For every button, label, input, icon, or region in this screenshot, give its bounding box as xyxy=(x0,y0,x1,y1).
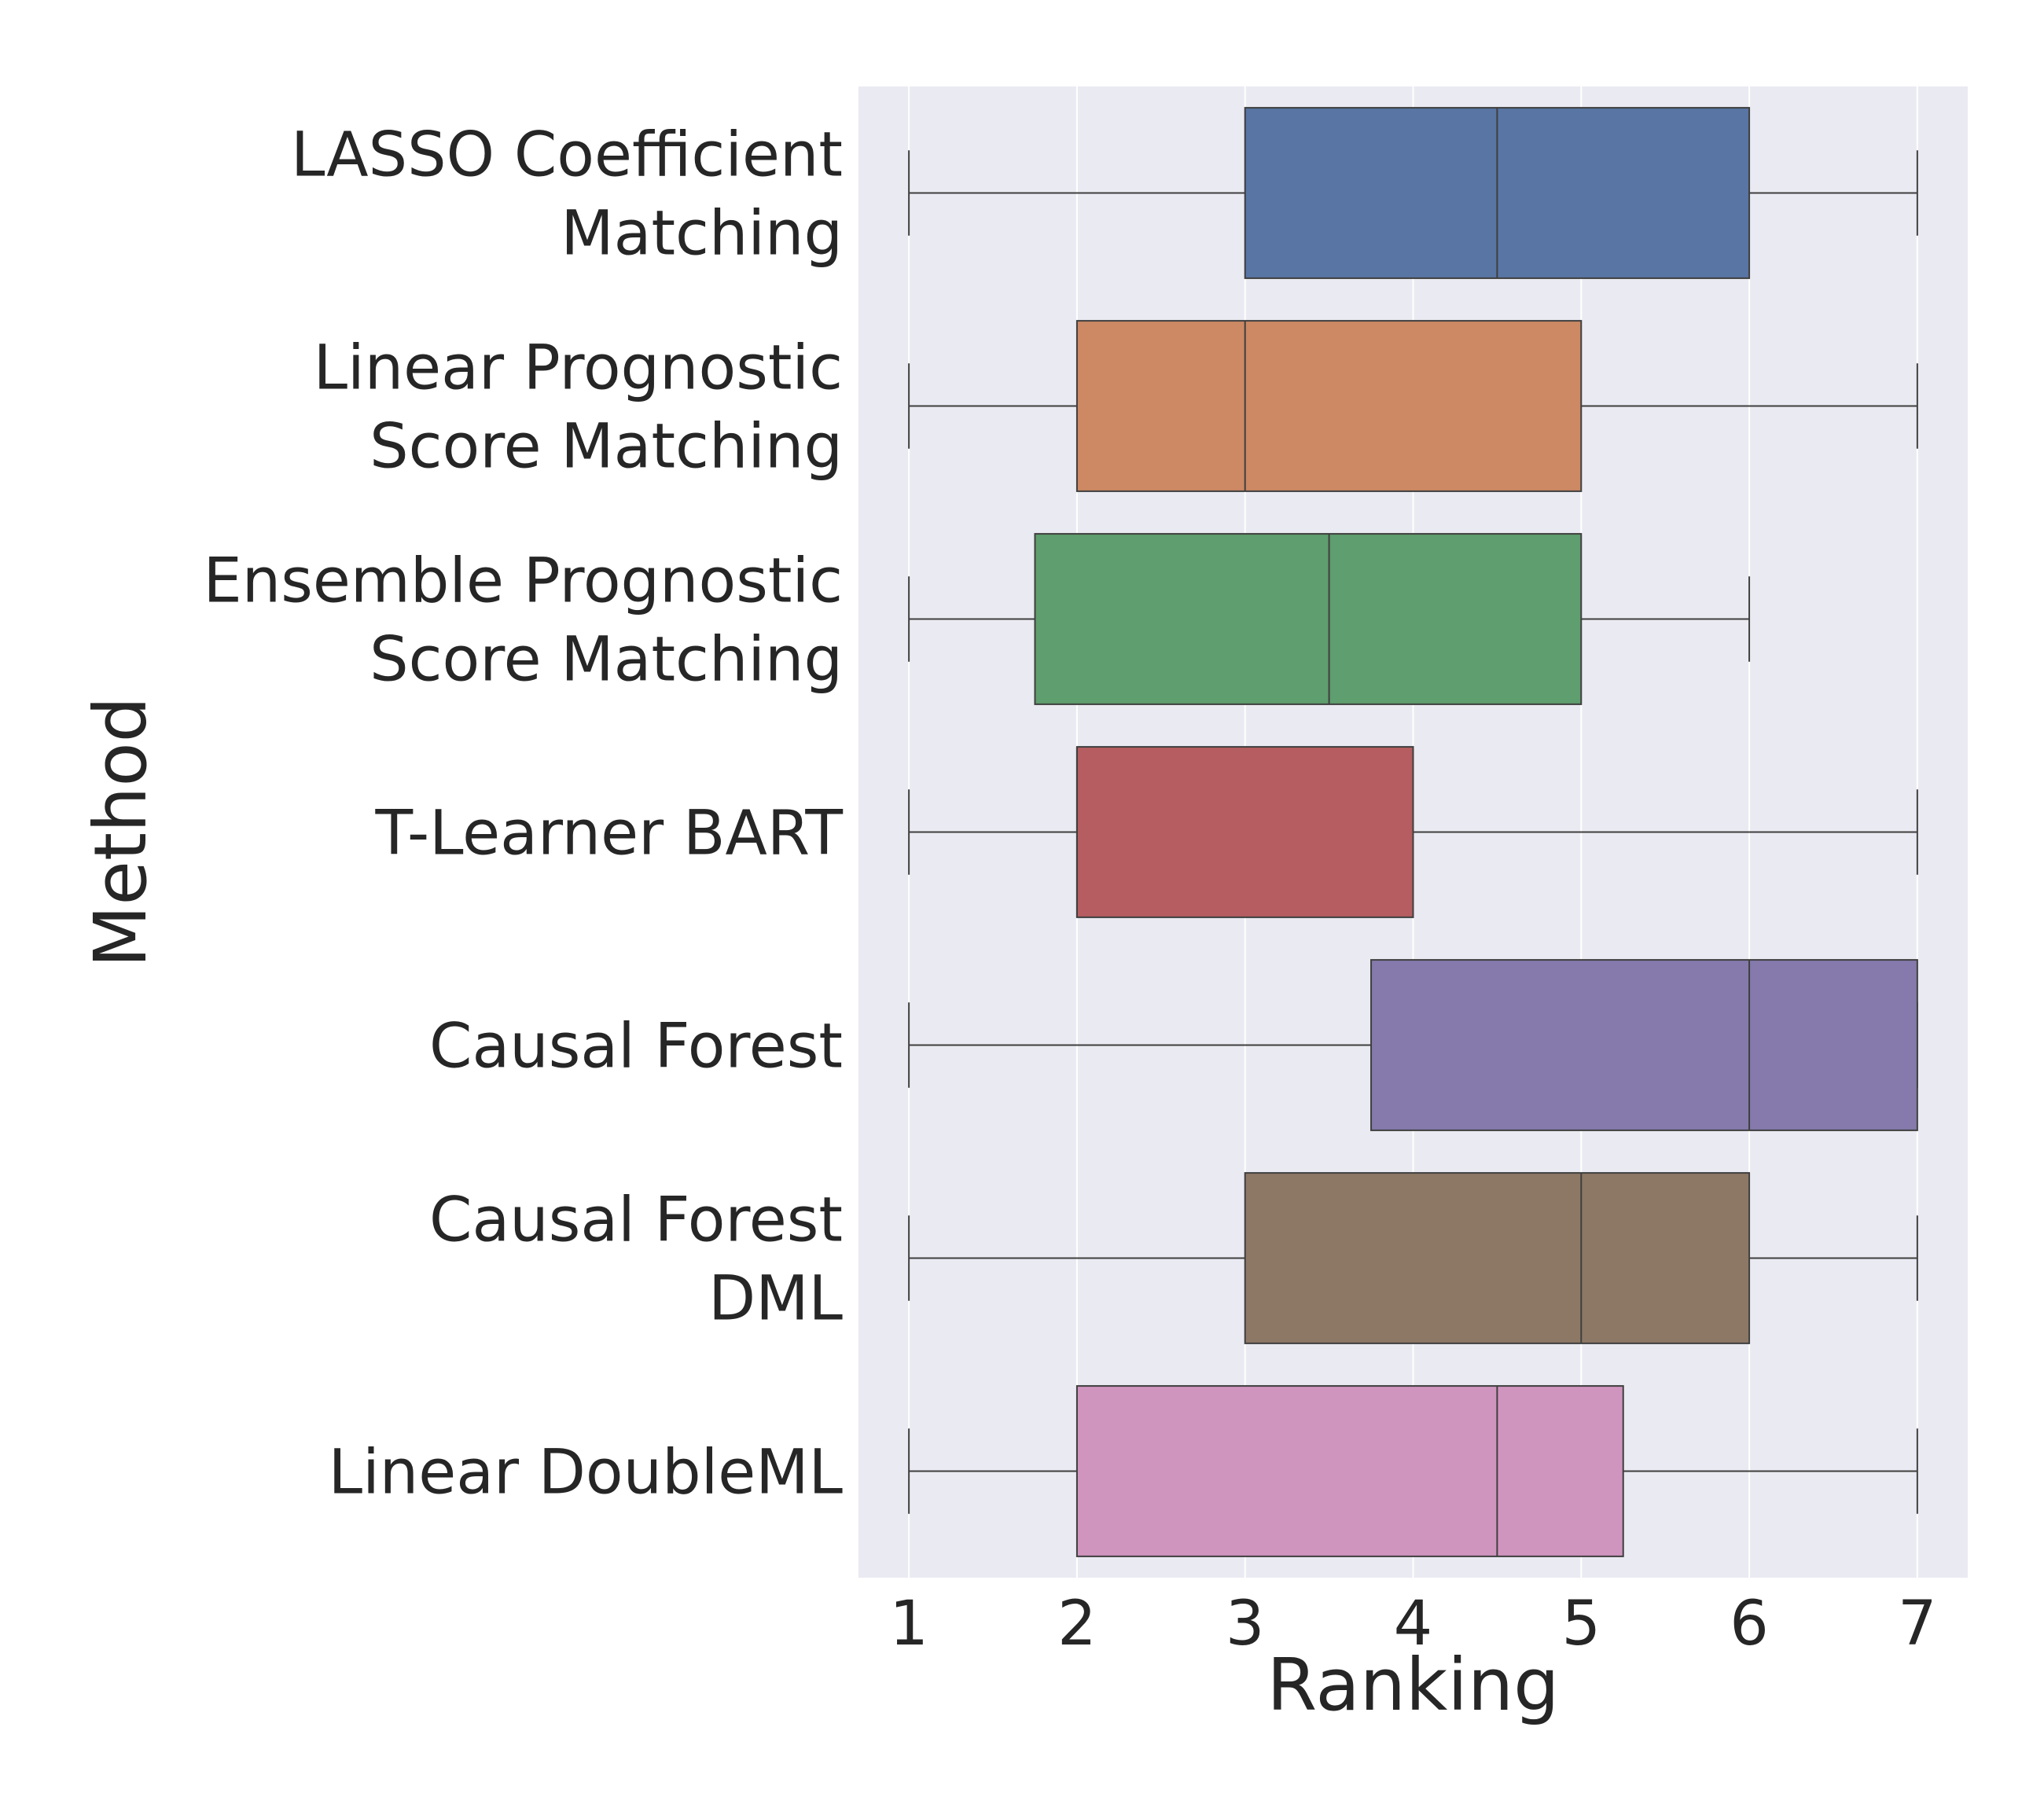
y-tick-label-line: Score Matching xyxy=(369,412,843,483)
y-tick-label-line: T-Learner BART xyxy=(374,799,843,869)
y-tick-label-line: LASSO Coefficient xyxy=(291,120,843,191)
x-tick-label: 1 xyxy=(889,1589,928,1659)
y-tick-label: Causal Forest DML xyxy=(429,1185,844,1335)
iqr-box xyxy=(1370,959,1918,1131)
y-tick-label-line: Score Matching xyxy=(369,625,843,696)
x-axis-label: Ranking xyxy=(1266,1643,1559,1727)
box-series xyxy=(908,107,1918,1557)
y-axis-label: Method xyxy=(79,696,163,968)
iqr-box xyxy=(1075,1385,1624,1557)
box-group xyxy=(908,1385,1918,1557)
box-group xyxy=(908,959,1918,1131)
iqr-box xyxy=(1075,746,1414,918)
y-tick-label-line: Causal Forest xyxy=(429,1185,843,1256)
box-group xyxy=(908,533,1751,705)
iqr-box xyxy=(1034,533,1583,705)
y-tick-labels: LASSO Coefficient Matching Linear Prognost… xyxy=(204,120,844,1509)
x-tick-label: 5 xyxy=(1561,1589,1601,1659)
y-tick-label-line: DML xyxy=(708,1264,843,1335)
box-group xyxy=(908,107,1918,279)
y-tick-label-line: Matching xyxy=(561,199,843,270)
y-tick-label: LASSO Coefficient Matching xyxy=(291,120,843,270)
iqr-box xyxy=(1075,320,1583,492)
x-tick-label: 7 xyxy=(1898,1589,1937,1659)
x-tick-label: 2 xyxy=(1057,1589,1097,1659)
box-group xyxy=(908,320,1918,492)
x-tick-labels: 1 2 3 4 5 6 7 xyxy=(889,1589,1936,1659)
y-tick-label: Linear Prognostic Score Matching xyxy=(314,333,843,483)
y-tick-label: Ensemble Prognostic Score Matching xyxy=(204,546,843,696)
y-tick-label-line: Linear DoubleML xyxy=(329,1438,844,1509)
y-tick-label-line: Linear Prognostic xyxy=(314,333,843,404)
y-tick-label-line: Causal Forest xyxy=(429,1012,843,1082)
box-group xyxy=(908,1172,1918,1344)
y-tick-label: Causal Forest xyxy=(429,1012,843,1082)
x-tick-label: 3 xyxy=(1226,1589,1265,1659)
y-tick-label: Linear DoubleML xyxy=(329,1438,844,1509)
y-tick-label-line: Ensemble Prognostic xyxy=(204,546,843,617)
x-tick-label: 6 xyxy=(1730,1589,1769,1659)
box-group xyxy=(908,746,1918,918)
iqr-box xyxy=(1244,1172,1751,1344)
x-tick-label: 4 xyxy=(1394,1589,1433,1659)
y-tick-label: T-Learner BART xyxy=(374,799,843,869)
